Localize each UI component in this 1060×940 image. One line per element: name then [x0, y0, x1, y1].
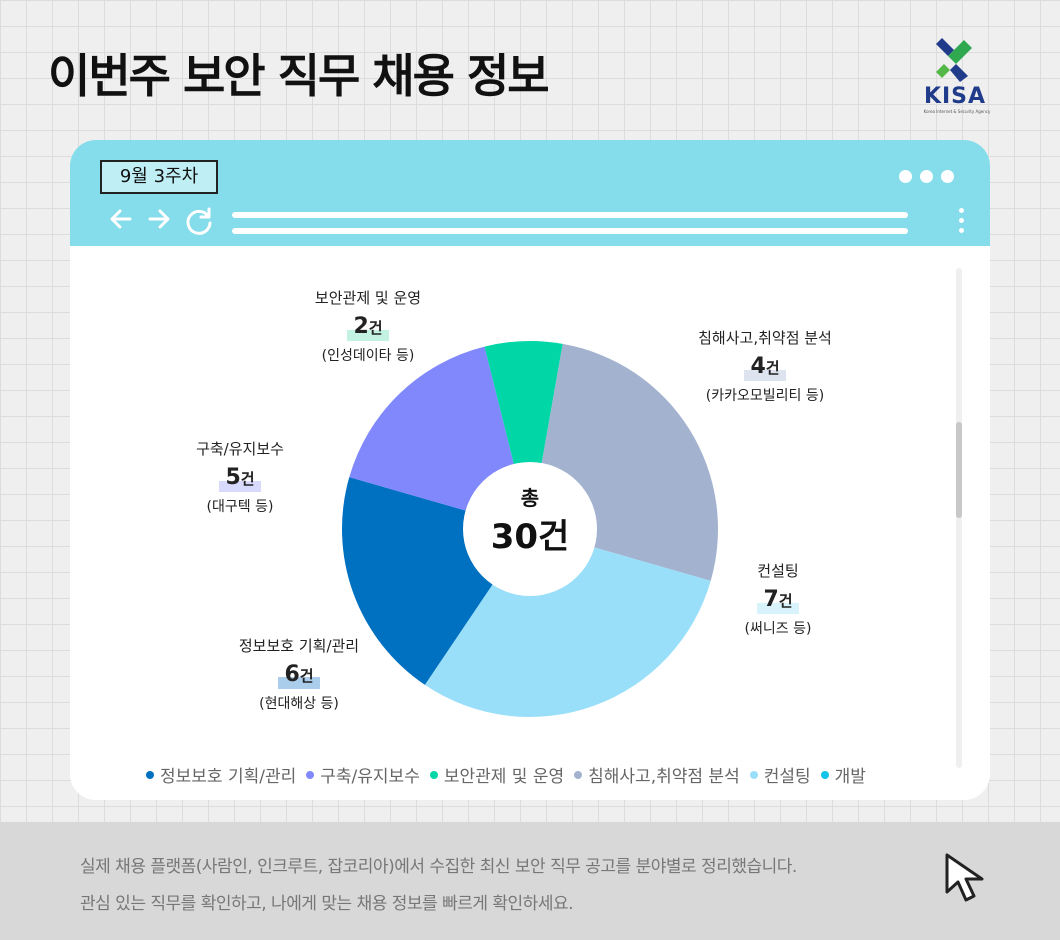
week-tab[interactable]: 9월 3주차: [100, 160, 218, 194]
legend-swatch: [820, 770, 829, 779]
legend-label: 정보보호 기획/관리: [160, 767, 297, 787]
slice-label-build: 구축/유지보수 5건 (대구텍 등): [140, 439, 340, 516]
legend-label: 개발: [834, 767, 866, 787]
slice-example: (인성데이타 등): [321, 348, 415, 364]
legend-item: 컨설팅: [749, 762, 811, 787]
window-dot: [920, 170, 933, 183]
footer-line-1: 실제 채용 플랫폼(사람인, 인크루트, 잡코리아)에서 수집한 최신 보안 직…: [80, 857, 797, 877]
slice-label-incident: 침해사고,취약점 분석 4건 (카카오모빌리티 등): [665, 328, 865, 405]
address-bar-line[interactable]: [232, 228, 908, 234]
window-dot: [941, 170, 954, 183]
footer-line-2: 관심 있는 직무를 확인하고, 나에게 맞는 채용 정보를 빠르게 확인하세요.: [80, 894, 574, 914]
slice-label-planning: 정보보호 기획/관리 6건 (현대해상 등): [199, 636, 399, 713]
page-title: 이번주 보안 직무 채용 정보: [48, 49, 550, 103]
legend-swatch: [306, 770, 315, 779]
slice-count: 2건: [347, 314, 389, 341]
legend-label: 보안관제 및 운영: [443, 767, 565, 787]
back-arrow-icon[interactable]: [108, 206, 134, 232]
legend-swatch: [429, 770, 438, 779]
kebab-menu-icon[interactable]: [959, 208, 964, 233]
legend-item: 개발: [820, 762, 866, 787]
slice-name: 침해사고,취약점 분석: [698, 329, 832, 347]
legend-swatch: [146, 770, 154, 779]
kisa-logo: KISA Korea Internet & Security Agency: [918, 36, 992, 116]
pie-center-hole: [463, 462, 597, 596]
slice-monitoring: [484, 340, 563, 529]
legend-item: 침해사고,취약점 분석: [574, 762, 740, 787]
pie-center-total: 30건: [491, 517, 570, 557]
legend-label: 구축/유지보수: [320, 767, 420, 787]
pie-center-label: 총: [521, 486, 539, 510]
cursor-icon: [945, 853, 984, 902]
address-bar-line[interactable]: [232, 212, 908, 218]
window-dots: [899, 170, 954, 183]
legend-item: 보안관제 및 운영: [429, 762, 565, 787]
kisa-logo-text: KISA: [923, 84, 987, 109]
legend-label: 컨설팅: [763, 767, 811, 787]
slice-consulting: [424, 529, 711, 717]
slice-example: (현대해상 등): [259, 696, 339, 712]
slice-label-consulting: 컨설팅 7건 (써니즈 등): [678, 561, 878, 638]
slice-count: 6건: [278, 662, 320, 689]
kisa-mark-icon: [936, 38, 972, 82]
scrollbar-track[interactable]: [956, 268, 962, 768]
refresh-icon[interactable]: [184, 206, 214, 236]
kisa-logo-subtext: Korea Internet & Security Agency: [923, 109, 991, 114]
browser-nav: [108, 206, 214, 236]
slice-name: 정보보호 기획/관리: [238, 637, 360, 655]
slice-label-monitoring: 보안관제 및 운영 2건 (인성데이타 등): [268, 288, 468, 365]
slice-example: (카카오모빌리티 등): [705, 388, 825, 404]
slice-count: 5건: [219, 465, 261, 492]
chart-legend: 정보보호 기획/관리 구축/유지보수 보안관제 및 운영 침해사고,취약점 분석 컨설팅…: [146, 762, 866, 787]
slice-example: (대구텍 등): [206, 499, 274, 515]
forward-arrow-icon[interactable]: [146, 206, 172, 232]
footer-panel: 실제 채용 플랫폼(사람인, 인크루트, 잡코리아)에서 수집한 최신 보안 직…: [0, 822, 1060, 940]
window-dot: [899, 170, 912, 183]
slice-example: (써니즈 등): [744, 621, 812, 637]
slice-name: 컨설팅: [757, 562, 799, 580]
slice-name: 구축/유지보수: [196, 440, 284, 458]
legend-item: 정보보호 기획/관리: [146, 762, 296, 787]
legend-swatch: [574, 770, 583, 779]
legend-item: 구축/유지보수: [306, 762, 420, 787]
scrollbar-thumb[interactable]: [956, 422, 962, 518]
slice-count: 7건: [757, 587, 799, 614]
legend-swatch: [749, 770, 758, 779]
slice-count: 4건: [744, 354, 786, 381]
legend-label: 침해사고,취약점 분석: [588, 767, 740, 787]
slice-name: 보안관제 및 운영: [314, 289, 422, 307]
browser-header: 9월 3주차: [70, 140, 990, 246]
